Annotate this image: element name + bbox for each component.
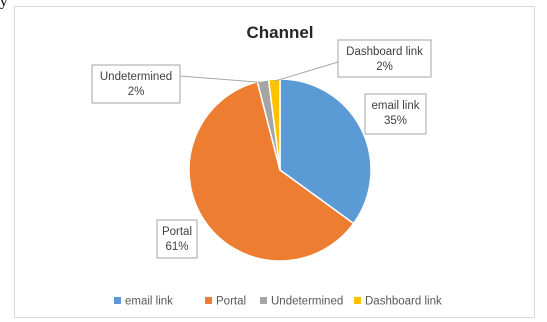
- data-label-box-dashboard-link: [337, 39, 432, 78]
- legend-label-dashboard-link: Dashboard link: [365, 296, 442, 308]
- data-label-name-dashboard-link: Dashboard link: [346, 46, 423, 58]
- chart-title: Channel: [246, 23, 313, 42]
- legend-swatch-portal: [205, 297, 212, 304]
- leader-line-dashboard-link: [274, 61, 339, 82]
- pie-slice-email-link: [279, 78, 372, 225]
- data-label-pct-portal: 61%: [165, 241, 188, 253]
- legend-label-email-link: email link: [125, 296, 173, 308]
- data-label-pct-email-link: 35%: [384, 115, 407, 127]
- legend-label-portal: Portal: [216, 296, 246, 308]
- data-label-pct-dashboard-link: 2%: [376, 61, 393, 73]
- legend-label-undetermined: Undetermined: [271, 296, 343, 308]
- legend-swatch-email-link: [114, 297, 121, 304]
- legend-swatch-dashboard-link: [354, 297, 361, 304]
- legend-swatch-undetermined: [260, 297, 267, 304]
- pie-slice-portal: [188, 80, 355, 262]
- data-label-pct-undetermined: 2%: [128, 86, 145, 98]
- data-label-box-portal: [156, 219, 198, 259]
- data-label-name-portal: Portal: [162, 226, 192, 238]
- leader-line-undetermined: [179, 75, 264, 84]
- data-label-name-email-link: email link: [372, 100, 420, 112]
- data-label-box-email-link: [364, 93, 427, 135]
- page-glyph: y: [0, 0, 8, 10]
- data-label-name-undetermined: Undetermined: [100, 71, 172, 83]
- data-label-box-undetermined: [91, 64, 181, 104]
